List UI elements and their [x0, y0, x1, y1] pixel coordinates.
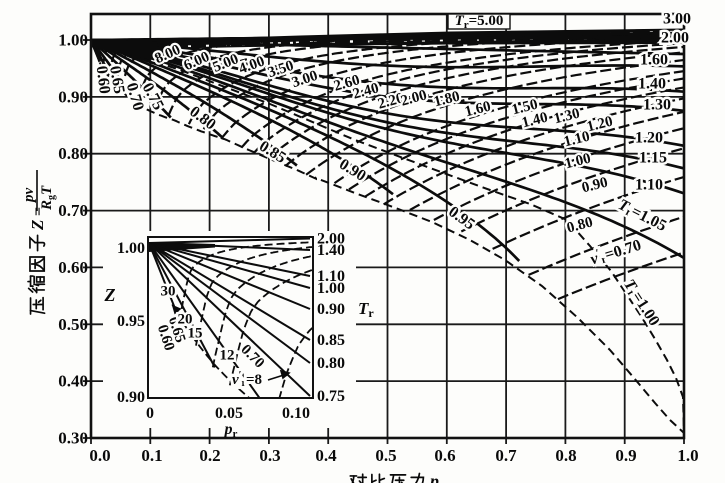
- svg-text:0.9: 0.9: [615, 446, 636, 465]
- svg-text:RgT: RgT: [39, 185, 57, 211]
- svg-text:0.0: 0.0: [89, 446, 110, 465]
- svg-text:Z: Z: [104, 285, 116, 305]
- svg-text:1.40: 1.40: [317, 242, 345, 259]
- svg-text:0.80: 0.80: [317, 355, 345, 372]
- svg-text:30: 30: [161, 283, 176, 299]
- svg-text:pv: pv: [21, 188, 37, 205]
- svg-text:0.5: 0.5: [375, 446, 396, 465]
- svg-text:Tr=5.00: Tr=5.00: [455, 13, 504, 30]
- svg-text:Z: Z: [28, 220, 47, 231]
- svg-text:0.3: 0.3: [259, 446, 280, 465]
- svg-text:0.70: 0.70: [58, 201, 88, 220]
- svg-text:0.40: 0.40: [58, 372, 88, 391]
- svg-text:2.00: 2.00: [317, 231, 345, 248]
- svg-text:0.7: 0.7: [495, 446, 517, 465]
- svg-text:0.75: 0.75: [317, 388, 345, 405]
- svg-text:0.80: 0.80: [58, 144, 88, 163]
- svg-text:0.90: 0.90: [117, 389, 145, 406]
- svg-text:0.10: 0.10: [282, 405, 310, 422]
- svg-text:15: 15: [188, 325, 203, 341]
- svg-text:1.10: 1.10: [317, 268, 345, 285]
- svg-text:2.00: 2.00: [661, 30, 689, 47]
- svg-text:1.40: 1.40: [638, 76, 666, 93]
- svg-text:0.4: 0.4: [315, 446, 337, 465]
- svg-text:1.15: 1.15: [639, 150, 667, 167]
- svg-text:0.1: 0.1: [141, 446, 162, 465]
- svg-text:1.0: 1.0: [677, 446, 698, 465]
- svg-text:0.05: 0.05: [215, 405, 243, 422]
- svg-text:12: 12: [220, 347, 235, 363]
- svg-text:v′r=8: v′r=8: [232, 370, 262, 389]
- svg-text:20: 20: [178, 311, 193, 327]
- svg-text:0.85: 0.85: [317, 332, 345, 349]
- svg-text:0.2: 0.2: [199, 446, 220, 465]
- svg-text:0.90: 0.90: [317, 301, 345, 318]
- svg-text:=: =: [30, 207, 47, 216]
- svg-text:1.10: 1.10: [635, 177, 663, 194]
- svg-text:1.00: 1.00: [317, 280, 345, 297]
- svg-text:1.00: 1.00: [117, 240, 145, 257]
- svg-text:1.00: 1.00: [58, 31, 88, 50]
- svg-text:1.20: 1.20: [635, 130, 663, 147]
- svg-text:0.50: 0.50: [58, 315, 88, 334]
- svg-text:0: 0: [146, 405, 154, 422]
- svg-text:0.8: 0.8: [555, 446, 576, 465]
- svg-text:1.30: 1.30: [643, 97, 671, 114]
- svg-text:0.95: 0.95: [117, 313, 145, 330]
- svg-text:0.6: 0.6: [434, 446, 455, 465]
- svg-text:0.30: 0.30: [58, 429, 88, 448]
- svg-text:0.90: 0.90: [58, 87, 88, 106]
- svg-text:3.00: 3.00: [663, 11, 691, 28]
- svg-text:0.60: 0.60: [58, 258, 88, 277]
- svg-text:1.60: 1.60: [640, 52, 668, 69]
